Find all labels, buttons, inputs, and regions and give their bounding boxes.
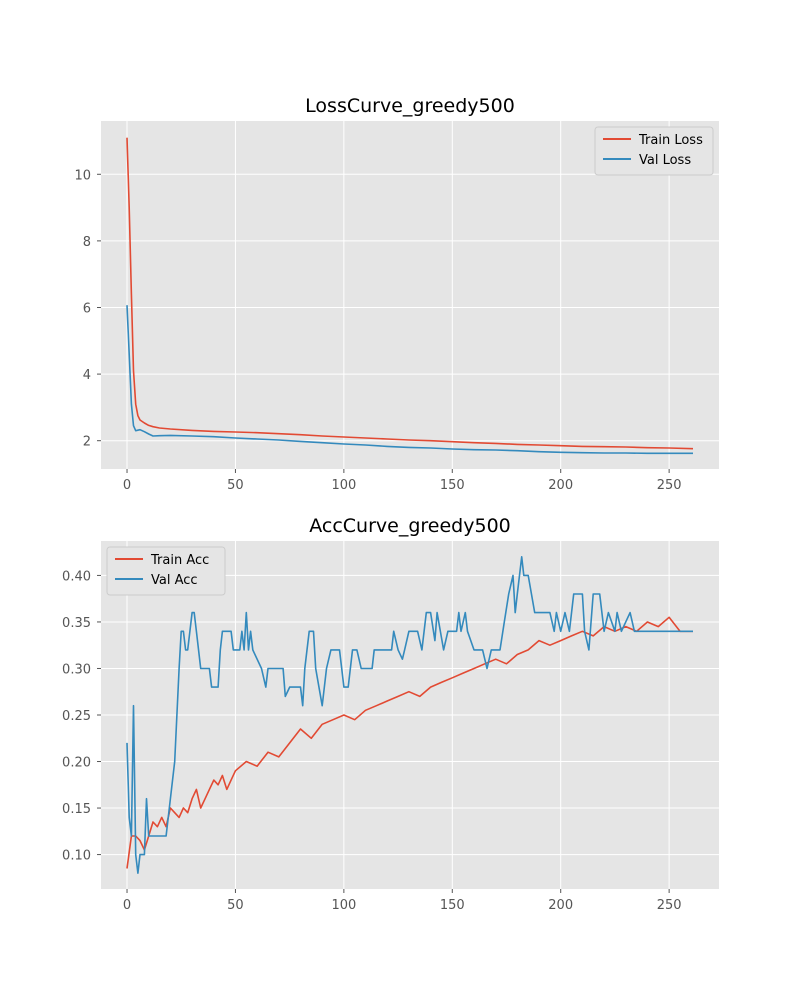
loss-legend: Train Loss Val Loss xyxy=(594,126,714,176)
loss-chart: LossCurve_greedy500 0 50 100 150 200 250 2 4 6 8 1… xyxy=(74,95,719,493)
acc-y-tick-label: 0.25 xyxy=(62,709,91,724)
loss-y-tick-label: 10 xyxy=(74,168,91,183)
acc-x-tick-label: 250 xyxy=(657,898,682,913)
loss-chart-title: LossCurve_greedy500 xyxy=(305,95,515,117)
acc-y-tick-label: 0.40 xyxy=(62,569,91,584)
acc-x-tick-label: 100 xyxy=(331,898,356,913)
acc-y-tick-label: 0.30 xyxy=(62,662,91,677)
loss-legend-label-val-loss: Val Loss xyxy=(639,153,691,168)
acc-y-tick-label: 0.15 xyxy=(62,802,91,817)
loss-x-tick-label: 150 xyxy=(440,478,465,493)
acc-y-tick-label: 0.10 xyxy=(62,849,91,864)
loss-series-val-loss xyxy=(126,305,693,455)
acc-legend-label-val-acc: Val Acc xyxy=(151,573,198,588)
acc-x-tick-label: 50 xyxy=(227,898,244,913)
acc-legend-label-train-acc: Train Acc xyxy=(150,553,209,568)
acc-x-tick-label: 200 xyxy=(548,898,573,913)
loss-x-tick-label: 100 xyxy=(331,478,356,493)
acc-chart-title: AccCurve_greedy500 xyxy=(309,515,511,537)
acc-series-train-acc xyxy=(126,616,693,869)
loss-y-tick-label: 4 xyxy=(83,368,91,383)
loss-x-tick-label: 0 xyxy=(123,478,131,493)
acc-y-tick-label: 0.35 xyxy=(62,616,91,631)
loss-y-tick-label: 8 xyxy=(83,235,91,250)
acc-y-tick-label: 0.20 xyxy=(62,756,91,771)
acc-x-tick-label: 150 xyxy=(440,898,465,913)
loss-x-tick-label: 200 xyxy=(548,478,573,493)
loss-x-tick-label: 50 xyxy=(227,478,244,493)
acc-series-val-acc xyxy=(126,556,693,874)
loss-x-tick-label: 250 xyxy=(657,478,682,493)
loss-y-tick-label: 6 xyxy=(83,301,91,316)
loss-legend-label-train-loss: Train Loss xyxy=(638,133,703,148)
acc-x-tick-label: 0 xyxy=(123,898,131,913)
acc-legend: Train Acc Val Acc xyxy=(106,546,226,596)
acc-chart: AccCurve_greedy500 0 50 100 150 200 250 0.10 0.… xyxy=(62,515,719,913)
loss-plot-area xyxy=(101,121,719,469)
loss-series-train-loss xyxy=(126,137,694,450)
loss-y-tick-label: 2 xyxy=(83,435,91,450)
